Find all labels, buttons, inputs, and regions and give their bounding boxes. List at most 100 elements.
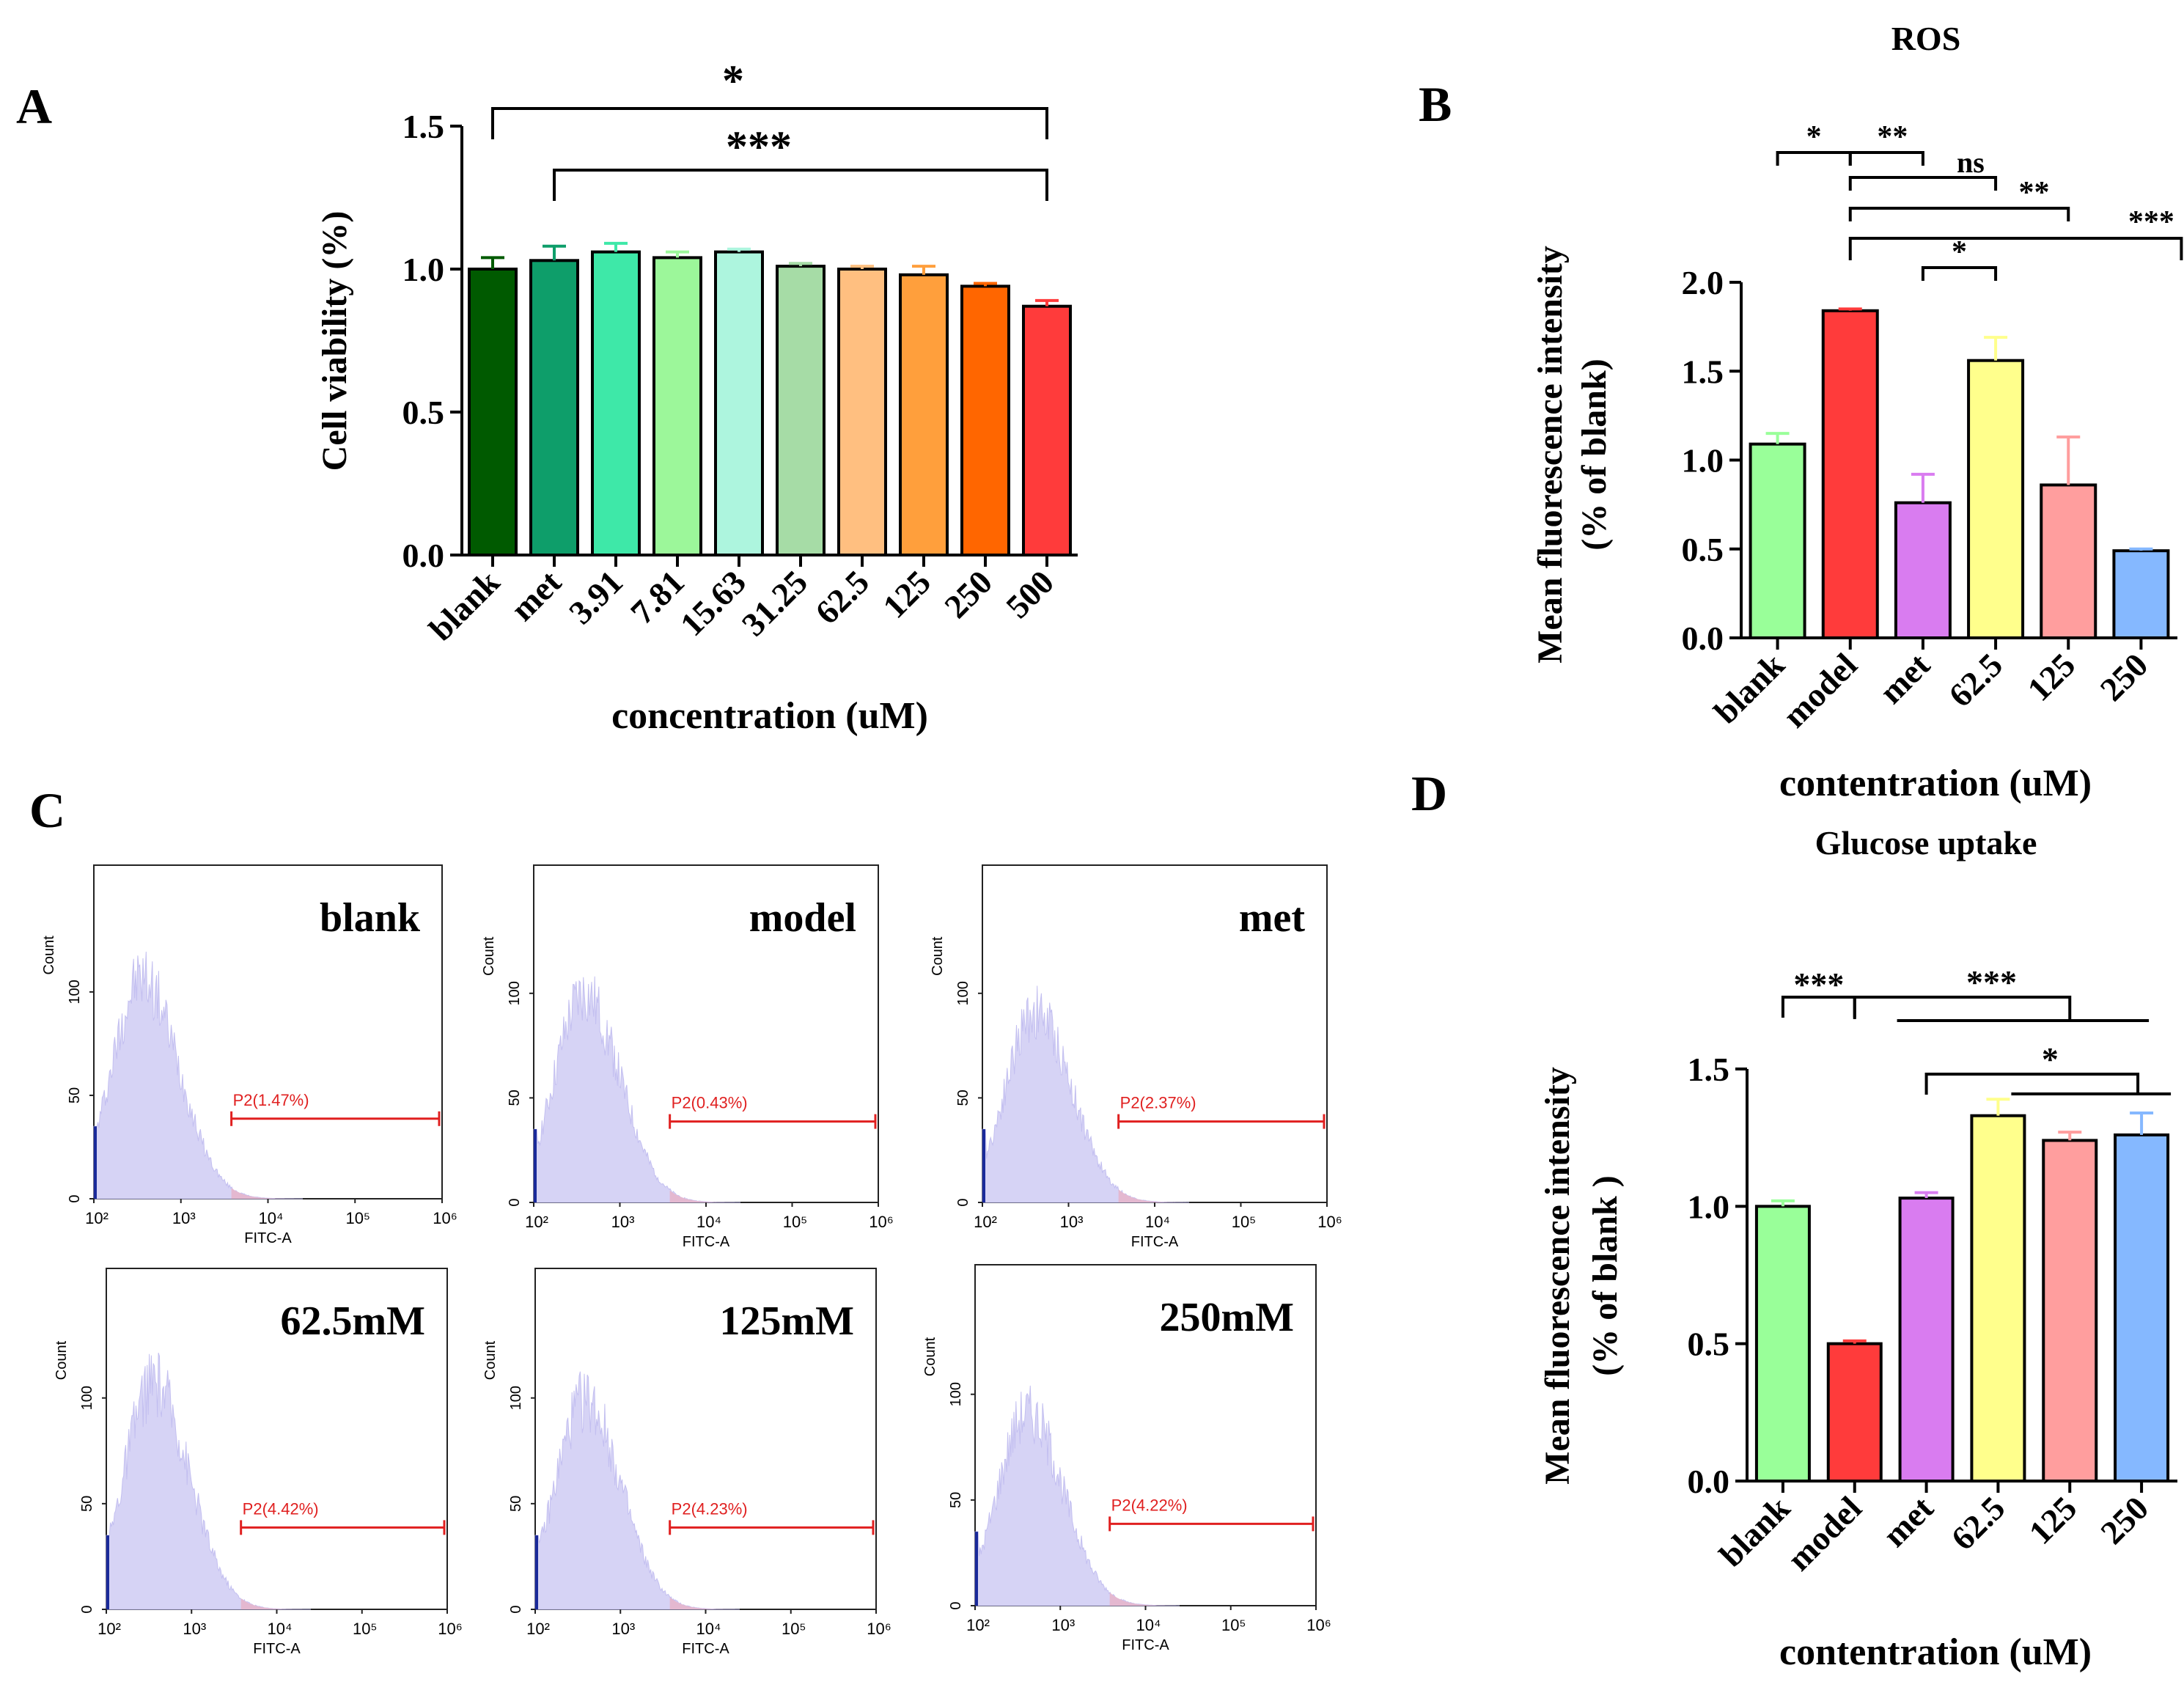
y-tick-label: 100	[507, 981, 523, 1005]
significance-bracket	[1848, 176, 1998, 191]
chart-title: ROS	[1891, 20, 1961, 57]
y-tick-label: 50	[508, 1496, 524, 1512]
y-tick-label: 0.0	[1688, 1463, 1730, 1500]
y-tick-label: 1.0	[402, 251, 445, 288]
chart-title: Glucose uptake	[1815, 824, 2037, 861]
histogram-panel-5: 0 50 100 Count 10² 10³ 10⁴ 10⁵ 10⁶ FITC-A P2(4.23%…	[482, 1268, 891, 1657]
bar	[1749, 442, 1806, 639]
x-tick-label: blank	[1712, 1489, 1797, 1574]
x-tick-label: met	[1872, 646, 1938, 711]
x-tick-label: blank	[422, 563, 507, 648]
x-tick-label: 10³	[172, 1209, 196, 1227]
bar	[2042, 1139, 2098, 1483]
x-tick-label: 10⁴	[696, 1620, 721, 1638]
x-tick-label: 62.5	[1944, 1489, 2012, 1557]
y-tick-label: 50	[67, 1087, 83, 1103]
x-tick-label: 15.63	[673, 563, 753, 643]
y-tick-label: 0	[955, 1198, 971, 1206]
y-tick-label: 100	[955, 981, 971, 1005]
x-tick-label: 10⁶	[867, 1620, 891, 1638]
bar	[2114, 1133, 2170, 1483]
y-tick-label: 0	[948, 1601, 964, 1609]
y-axis-label-line2: (% of blank)	[1575, 359, 1614, 550]
sample-label: 125mM	[719, 1298, 854, 1344]
bar	[837, 268, 887, 556]
y-axis-label: Count	[922, 1337, 938, 1376]
x-axis-label: FITC-A	[1122, 1637, 1169, 1653]
y-axis-label: Cell viability (%)	[315, 211, 354, 471]
x-tick-label: 10⁵	[345, 1209, 370, 1227]
x-tick-label: 10²	[966, 1616, 990, 1634]
significance-label: *	[1806, 120, 1822, 154]
y-tick-label: 2.0	[1682, 264, 1724, 301]
y-tick-label: 100	[67, 980, 83, 1004]
x-tick-label: 10⁵	[1232, 1213, 1257, 1231]
x-axis-label: FITC-A	[682, 1641, 729, 1657]
x-tick-label: 10³	[1060, 1213, 1084, 1231]
significance-label: ***	[1793, 966, 1844, 1003]
x-tick-label: 10²	[85, 1209, 109, 1227]
x-tick-label: 10²	[526, 1620, 550, 1638]
x-tick-label: 10⁴	[696, 1213, 721, 1231]
y-tick-label: 0.5	[402, 394, 445, 431]
histogram-gated-fill	[240, 1598, 311, 1609]
panel-c-flow-cytometry-histograms: 0 50 100 Count 10² 10³ 10⁴ 10⁵ 10⁶ FITC-A P2(1.47%…	[41, 864, 1342, 1657]
bar	[529, 259, 579, 556]
x-tick-label: 10⁵	[1221, 1616, 1246, 1634]
y-axis-label: Count	[482, 1340, 499, 1380]
bar	[776, 265, 826, 556]
histogram-panel-2: 0 50 100 Count 10² 10³ 10⁴ 10⁵ 10⁶ FITC-A P2(0.43%…	[481, 864, 894, 1250]
x-tick-label: 62.5	[1941, 646, 2010, 714]
gate-label: P2(4.22%)	[1111, 1496, 1188, 1514]
significance-bracket	[1924, 1073, 2140, 1095]
gate-label: P2(4.23%)	[672, 1499, 748, 1518]
y-tick-label: 0.5	[1688, 1326, 1730, 1363]
panel-label-c: C	[29, 782, 65, 838]
x-tick-label: 10³	[611, 1213, 635, 1231]
histogram-gated-fill	[1118, 1189, 1189, 1202]
histogram-fill	[534, 1371, 740, 1610]
panel-a-cell-viability-chart: 0.00.51.01.5blankmet3.917.8115.6331.2562…	[315, 56, 1078, 737]
y-axis-label: Count	[54, 1340, 70, 1380]
y-tick-label: 1.0	[1688, 1188, 1730, 1225]
x-tick-label: 10⁴	[1145, 1213, 1170, 1231]
bar	[591, 250, 641, 556]
y-tick-label: 50	[507, 1090, 523, 1106]
sample-label: blank	[320, 895, 421, 941]
x-axis-label: concentration (uM)	[611, 695, 928, 737]
x-tick-label: 10⁵	[783, 1213, 808, 1231]
x-tick-label: met	[1875, 1489, 1941, 1554]
y-tick-label: 100	[79, 1386, 95, 1410]
significance-label: ***	[1966, 963, 2017, 1001]
y-axis-label: Mean fluorescence intensity	[1538, 1067, 1577, 1485]
histogram-fill	[982, 985, 1189, 1203]
x-axis-label: FITC-A	[1131, 1234, 1179, 1250]
sample-label: model	[749, 895, 856, 941]
x-tick-label: 31.25	[735, 563, 815, 643]
significance-bracket	[1853, 996, 2072, 1019]
significance-bracket	[1848, 151, 1924, 166]
x-axis-label: contentration (uM)	[1779, 1631, 2092, 1673]
y-tick-label: 50	[948, 1492, 964, 1508]
y-tick-label: 1.5	[402, 108, 445, 145]
histogram-panel-6: 0 50 100 Count 10² 10³ 10⁴ 10⁵ 10⁶ FITC-A P2(4.22%…	[922, 1264, 1331, 1653]
bar	[1754, 1205, 1811, 1483]
panel-label-b: B	[1419, 76, 1452, 132]
x-axis-label: contentration (uM)	[1779, 763, 2092, 804]
histogram-gated-fill	[1109, 1592, 1180, 1606]
x-tick-label: 3.91	[562, 563, 630, 631]
histogram-panel-4: 0 50 100 Count 10² 10³ 10⁴ 10⁵ 10⁶ FITC-A P2(4.42%…	[54, 1268, 463, 1657]
significance-bracket	[1848, 207, 2070, 221]
y-axis-label: Count	[930, 936, 946, 976]
bar	[714, 250, 764, 556]
histogram-gated-fill	[669, 1597, 740, 1609]
x-tick-label: 10⁶	[1306, 1616, 1331, 1634]
y-tick-label: 0.5	[1682, 531, 1724, 568]
bar	[1898, 1197, 1955, 1483]
y-tick-label: 50	[79, 1496, 95, 1512]
bar	[1970, 1114, 2026, 1483]
sample-label: met	[1239, 895, 1306, 941]
